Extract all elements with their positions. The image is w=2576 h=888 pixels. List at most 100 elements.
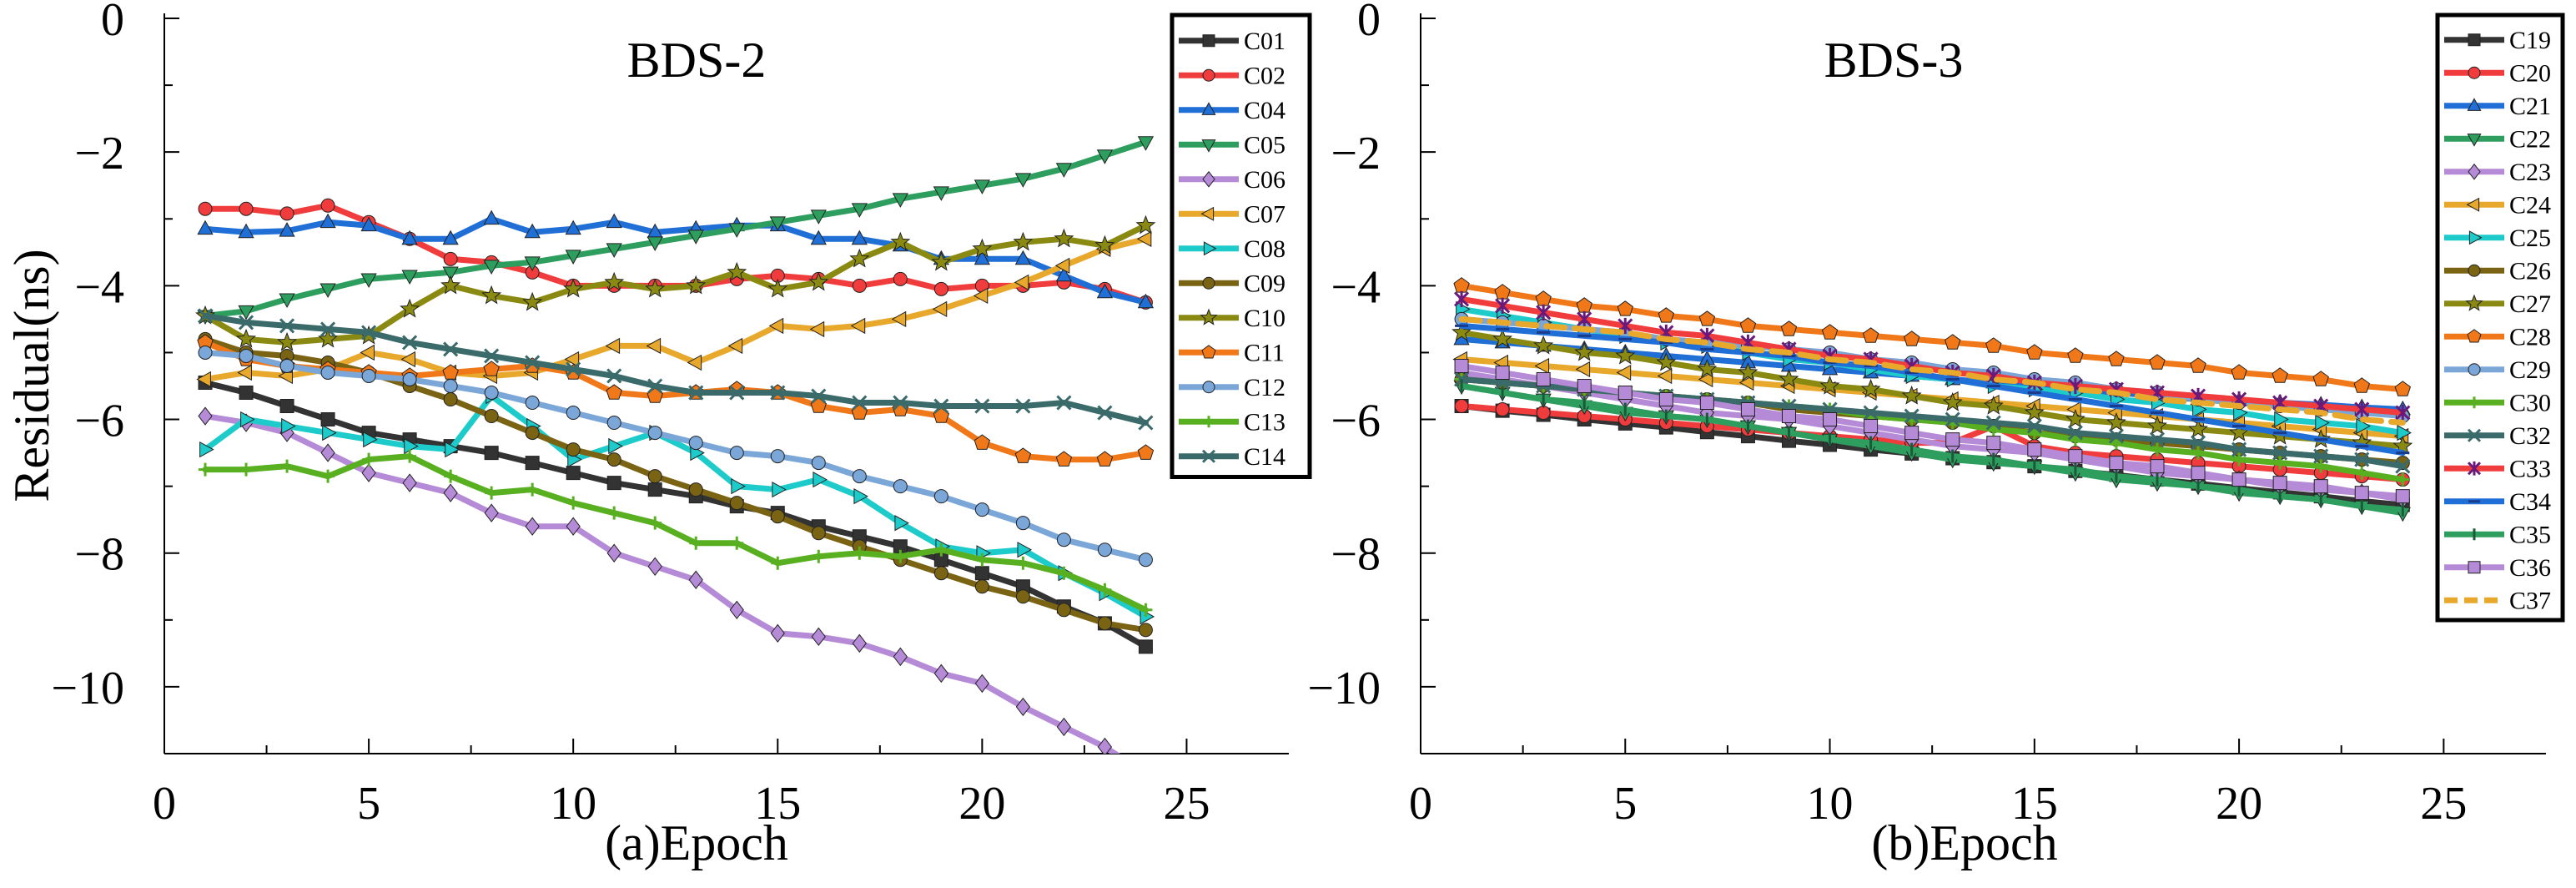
data-point-C04 bbox=[197, 219, 214, 235]
legend-marker bbox=[1203, 241, 1217, 256]
data-point-C13 bbox=[975, 552, 989, 567]
data-point-C28 bbox=[1821, 324, 1839, 340]
y-tick-label: −6 bbox=[1331, 396, 1381, 447]
data-point-C05 bbox=[933, 186, 949, 201]
data-point-C36 bbox=[2231, 472, 2246, 487]
data-point-C28 bbox=[2190, 357, 2206, 373]
data-point-C01 bbox=[852, 529, 867, 544]
data-point-C05 bbox=[524, 256, 541, 271]
data-point-C11 bbox=[606, 384, 622, 400]
legend-marker bbox=[1203, 416, 1215, 428]
data-point-C12 bbox=[647, 426, 662, 441]
data-point-C01 bbox=[566, 466, 581, 481]
data-point-C12 bbox=[933, 489, 948, 504]
data-point-C01 bbox=[1015, 579, 1030, 594]
data-point-C06 bbox=[1015, 697, 1031, 717]
data-point-C10 bbox=[931, 251, 952, 271]
legend-item-C06: C06 bbox=[1179, 166, 1285, 194]
x-tick-label: 10 bbox=[550, 778, 596, 830]
data-point-C32 bbox=[2190, 435, 2206, 451]
data-point-C07 bbox=[1136, 230, 1152, 247]
data-point-C36 bbox=[2109, 456, 2124, 471]
data-point-C12 bbox=[1056, 532, 1071, 547]
data-point-C27 bbox=[1656, 351, 1677, 371]
legend-box bbox=[2435, 13, 2565, 623]
legend-item-C32: C32 bbox=[2444, 422, 2551, 450]
data-point-C10 bbox=[236, 328, 257, 348]
series-line-C04 bbox=[202, 215, 1149, 305]
data-point-C27 bbox=[1615, 345, 1636, 365]
data-point-C08 bbox=[1017, 542, 1033, 558]
legend-marker bbox=[2467, 134, 2482, 147]
data-point-C28 bbox=[2231, 364, 2247, 380]
data-point-C12 bbox=[525, 396, 540, 411]
data-point-C09 bbox=[770, 509, 785, 524]
data-point-C27 bbox=[2147, 415, 2167, 435]
data-point-C09 bbox=[729, 496, 744, 511]
data-point-C28 bbox=[1862, 327, 1879, 343]
data-point-C05 bbox=[238, 305, 254, 320]
data-point-C07 bbox=[850, 317, 866, 335]
data-point-C05 bbox=[319, 283, 336, 299]
legend-item-C34: C34 bbox=[2444, 488, 2551, 516]
data-point-C05 bbox=[279, 293, 295, 309]
data-point-C14 bbox=[443, 341, 459, 357]
data-point-C10 bbox=[849, 248, 870, 268]
data-point-C14 bbox=[974, 398, 990, 414]
data-point-C27 bbox=[1452, 321, 1472, 341]
data-point-C27 bbox=[1901, 385, 1922, 405]
data-point-C07 bbox=[237, 364, 252, 381]
data-point-C07 bbox=[768, 317, 784, 335]
data-point-C12 bbox=[811, 456, 826, 471]
y-tick-label: −2 bbox=[74, 128, 124, 179]
data-point-C05 bbox=[851, 203, 868, 218]
data-point-C32 bbox=[2108, 428, 2124, 444]
data-point-C12 bbox=[198, 345, 213, 360]
data-point-C27 bbox=[1779, 368, 1799, 388]
data-point-C28 bbox=[2272, 367, 2288, 383]
data-point-C13 bbox=[730, 536, 744, 550]
data-point-C27 bbox=[1983, 395, 2004, 415]
data-point-C13 bbox=[648, 516, 662, 530]
data-point-C36 bbox=[1618, 386, 1633, 401]
data-point-C08 bbox=[813, 471, 828, 488]
data-point-C09 bbox=[1138, 623, 1153, 638]
data-point-C12 bbox=[729, 446, 744, 461]
data-point-C24 bbox=[1575, 361, 1591, 378]
data-point-C24 bbox=[1738, 374, 1754, 391]
data-point-C20 bbox=[1495, 402, 1510, 417]
data-point-C04 bbox=[1055, 266, 1073, 282]
data-point-C08 bbox=[1140, 608, 1155, 625]
data-point-C08 bbox=[894, 515, 909, 532]
data-point-C12 bbox=[443, 379, 458, 393]
data-point-C33 bbox=[1495, 297, 1511, 314]
data-point-C13 bbox=[362, 452, 376, 467]
data-point-C14 bbox=[238, 315, 254, 330]
legend-label: C10 bbox=[1244, 305, 1285, 332]
data-point-C04 bbox=[238, 223, 254, 239]
data-point-C04 bbox=[483, 209, 500, 225]
data-point-C14 bbox=[566, 361, 581, 377]
data-point-C08 bbox=[853, 488, 868, 505]
x-tick-label: 25 bbox=[2420, 778, 2467, 830]
series-C28 bbox=[1453, 277, 2412, 396]
series-line-C05 bbox=[202, 139, 1149, 319]
legend-marker bbox=[1200, 308, 1218, 325]
data-point-C11 bbox=[1014, 447, 1032, 463]
data-point-C27 bbox=[1533, 335, 1554, 355]
data-point-C07 bbox=[891, 310, 907, 328]
data-point-C07 bbox=[1054, 257, 1070, 274]
data-point-C05 bbox=[565, 250, 581, 265]
data-point-C09 bbox=[525, 426, 540, 441]
data-point-C12 bbox=[974, 502, 989, 517]
data-point-C36 bbox=[1904, 426, 1919, 441]
data-point-C10 bbox=[604, 271, 625, 291]
x-axis-label-bds3: (b)Epoch bbox=[1871, 815, 2057, 870]
legend-label: C09 bbox=[1244, 270, 1285, 297]
data-point-C06 bbox=[647, 557, 662, 576]
chart-title-bds3: BDS-3 bbox=[1824, 33, 1964, 88]
legend-marker bbox=[2468, 363, 2481, 376]
legend-marker bbox=[2468, 561, 2481, 574]
data-point-C10 bbox=[1013, 231, 1034, 251]
series-C37 bbox=[1458, 315, 2406, 426]
